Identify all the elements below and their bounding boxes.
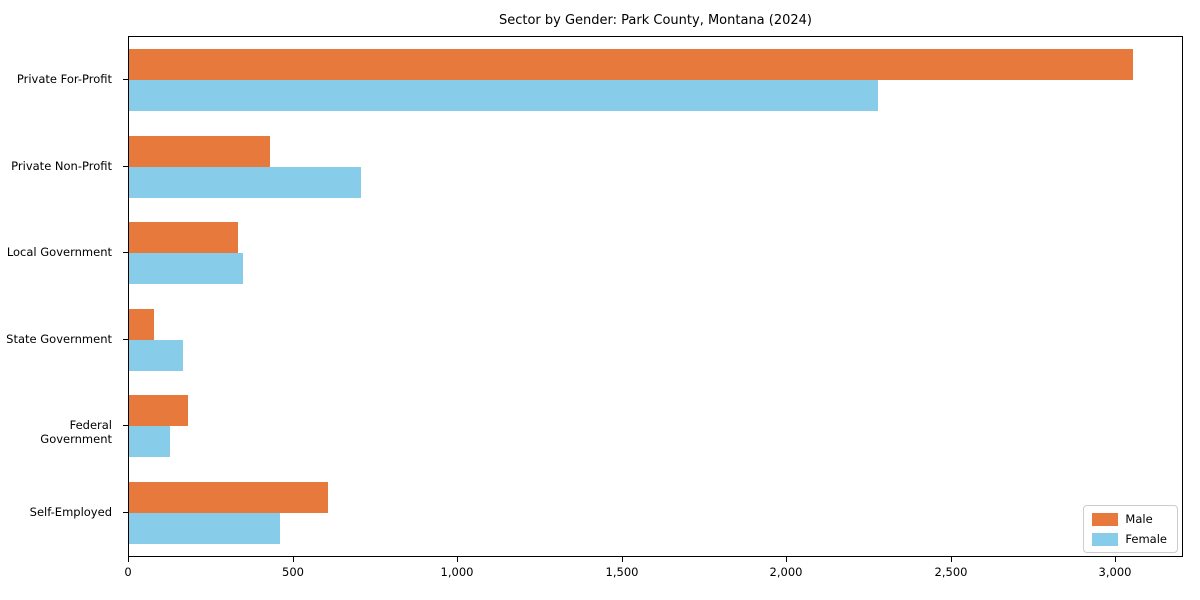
x-tick-mark (1115, 557, 1116, 562)
y-tick-mark (123, 166, 128, 167)
male-series-swatch (1092, 512, 1119, 526)
female-bar (129, 167, 361, 198)
x-tick-label: 3,000 (1098, 565, 1132, 579)
x-tick-mark (293, 557, 294, 562)
male-bar (129, 482, 328, 513)
male-bar (129, 395, 188, 426)
y-axis-label: State Government (6, 332, 112, 346)
x-tick-label: 1,000 (440, 565, 474, 579)
female-bar (129, 426, 170, 457)
male-bar (129, 222, 238, 253)
y-axis-label: Self-Employed (29, 505, 112, 519)
male-bar (129, 49, 1133, 80)
female-series-swatch (1092, 532, 1119, 546)
legend-label-male: Male (1125, 512, 1153, 526)
x-tick-label: 1,500 (605, 565, 639, 579)
x-tick-label: 500 (282, 565, 304, 579)
female-bar (129, 340, 183, 371)
x-tick-mark (622, 557, 623, 562)
female-bar (129, 80, 878, 111)
legend-label-female: Female (1125, 532, 1167, 546)
chart-title: Sector by Gender: Park County, Montana (… (498, 13, 813, 28)
y-tick-mark (123, 339, 128, 340)
x-tick-label: 2,500 (934, 565, 968, 579)
y-tick-mark (123, 512, 128, 513)
legend-entry-female: Female (1092, 532, 1167, 546)
x-tick-label: 2,000 (769, 565, 803, 579)
y-tick-mark (123, 425, 128, 426)
plot-area (128, 36, 1183, 557)
x-tick-mark (128, 557, 129, 562)
x-tick-label: 0 (124, 565, 132, 579)
legend-entry-male: Male (1092, 512, 1167, 526)
x-tick-mark (951, 557, 952, 562)
x-tick-mark (786, 557, 787, 562)
y-axis-label: Federal Government (40, 418, 112, 446)
female-bar (129, 513, 280, 544)
female-bar (129, 253, 243, 284)
x-tick-mark (457, 557, 458, 562)
legend: Male Female (1083, 505, 1178, 553)
y-axis-label: Local Government (6, 245, 112, 259)
male-bar (129, 309, 154, 340)
y-axis-label: Private Non-Profit (11, 159, 112, 173)
male-bar (129, 136, 270, 167)
y-axis-label: Private For-Profit (16, 72, 112, 86)
y-tick-mark (123, 252, 128, 253)
y-tick-mark (123, 79, 128, 80)
